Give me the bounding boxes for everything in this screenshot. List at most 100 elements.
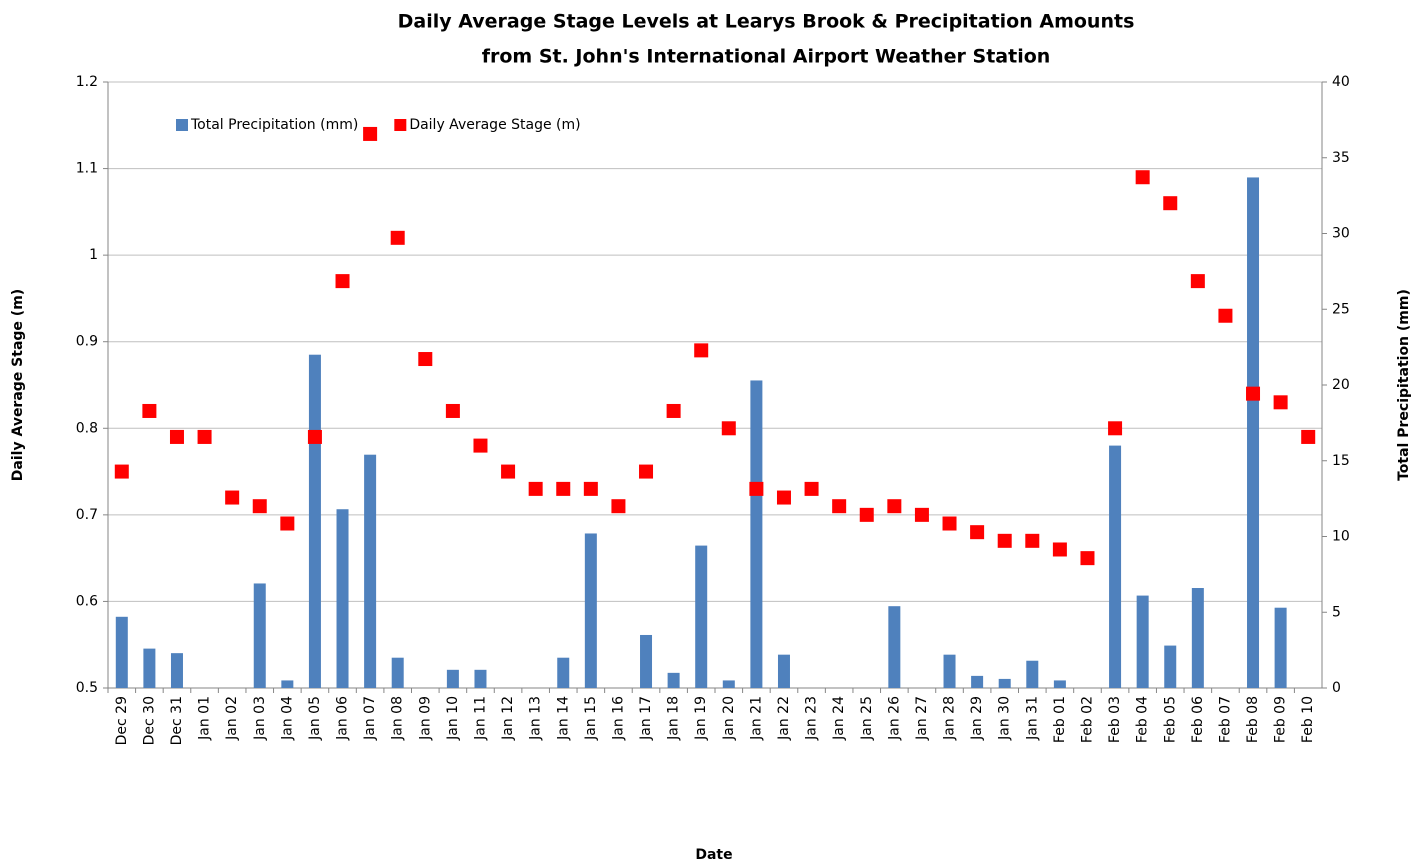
x-tick-label: Jan 27 <box>914 696 930 741</box>
x-tick-label: Jan 05 <box>307 696 323 741</box>
x-tick-label: Feb 04 <box>1135 696 1151 743</box>
point <box>280 516 295 531</box>
x-tick-label: Jan 17 <box>638 696 654 741</box>
bar <box>1136 595 1149 688</box>
bar <box>308 354 321 688</box>
chart-title: from St. John's International Airport We… <box>482 46 1051 68</box>
x-tick-label: Jan 24 <box>831 696 847 741</box>
x-tick-label: Jan 28 <box>942 696 958 741</box>
bar <box>1109 445 1122 688</box>
point <box>1108 421 1123 436</box>
bar <box>695 545 708 688</box>
point <box>1163 196 1178 211</box>
y-tick-label: 0.9 <box>76 334 98 350</box>
chart-title: Daily Average Stage Levels at Learys Bro… <box>398 11 1135 33</box>
y2-tick-label: 20 <box>1332 377 1350 393</box>
x-tick-label: Jan 20 <box>721 696 737 741</box>
bar <box>391 657 404 688</box>
point <box>1301 429 1316 444</box>
x-tick-label: Feb 09 <box>1273 696 1289 743</box>
bar <box>1191 588 1204 688</box>
point <box>114 464 129 479</box>
bar <box>143 648 156 688</box>
x-tick-label: Jan 21 <box>748 696 764 741</box>
point <box>1273 395 1288 410</box>
point <box>169 429 184 444</box>
bar <box>667 672 680 688</box>
x-tick-label: Jan 01 <box>197 696 213 741</box>
point <box>225 490 240 505</box>
point <box>1052 542 1067 557</box>
x-tick-label: Jan 10 <box>445 696 461 741</box>
x-tick-label: Jan 25 <box>859 696 875 741</box>
y2-tick-label: 30 <box>1332 226 1350 242</box>
y-axis-title: Daily Average Stage (m) <box>10 289 26 481</box>
bar <box>998 678 1011 688</box>
point <box>666 403 681 418</box>
y2-tick-label: 0 <box>1332 680 1341 696</box>
bar <box>170 653 183 688</box>
point <box>1190 274 1205 289</box>
x-tick-label: Jan 03 <box>252 696 268 741</box>
point <box>142 403 157 418</box>
x-tick-label: Jan 02 <box>224 696 240 741</box>
bar <box>1053 680 1066 688</box>
point <box>887 499 902 514</box>
x-tick-label: Jan 18 <box>666 696 682 741</box>
x-tick-label: Jan 08 <box>390 696 406 741</box>
point <box>942 516 957 531</box>
bar <box>1026 660 1039 688</box>
bar <box>943 654 956 688</box>
x-tick-label: Feb 10 <box>1300 696 1316 743</box>
x-tick-label: Feb 06 <box>1190 696 1206 743</box>
bar <box>722 680 735 688</box>
legend-label: Total Precipitation (mm) <box>190 117 358 133</box>
point <box>445 403 460 418</box>
x-tick-label: Jan 04 <box>279 696 295 741</box>
x-tick-label: Dec 31 <box>169 696 185 745</box>
x-tick-label: Jan 13 <box>528 696 544 741</box>
x-tick-label: Dec 29 <box>114 696 130 745</box>
x-tick-label: Jan 31 <box>1024 696 1040 741</box>
bar <box>971 675 984 688</box>
y-tick-label: 0.5 <box>76 680 98 696</box>
x-tick-label: Jan 22 <box>776 696 792 741</box>
x-tick-label: Jan 12 <box>500 696 516 741</box>
bar <box>364 454 377 688</box>
x-tick-label: Jan 30 <box>997 696 1013 741</box>
y2-tick-label: 35 <box>1332 150 1350 166</box>
y-tick-label: 1 <box>89 247 98 263</box>
y2-tick-label: 25 <box>1332 301 1350 317</box>
point <box>914 507 929 522</box>
legend-swatch <box>176 119 188 131</box>
point <box>694 343 709 358</box>
bar <box>336 509 349 688</box>
x-tick-label: Jan 06 <box>335 696 351 741</box>
point <box>997 533 1012 548</box>
point <box>335 274 350 289</box>
bar <box>115 616 128 688</box>
point <box>307 429 322 444</box>
bar <box>557 657 570 688</box>
y-tick-label: 0.7 <box>76 507 98 523</box>
point <box>721 421 736 436</box>
y-tick-label: 1.1 <box>76 161 98 177</box>
y2-axis-title: Total Precipitation (mm) <box>1396 289 1412 481</box>
x-tick-label: Feb 03 <box>1107 696 1123 743</box>
point <box>1135 170 1150 185</box>
x-tick-label: Feb 02 <box>1079 696 1095 743</box>
x-tick-label: Jan 15 <box>583 696 599 741</box>
point <box>859 507 874 522</box>
y2-tick-label: 5 <box>1332 604 1341 620</box>
x-tick-label: Jan 14 <box>555 696 571 741</box>
bar <box>474 669 487 688</box>
x-tick-label: Jan 11 <box>472 696 488 741</box>
point <box>528 481 543 496</box>
x-tick-label: Jan 29 <box>969 696 985 741</box>
x-tick-label: Feb 08 <box>1245 696 1261 743</box>
point <box>1218 308 1233 323</box>
x-tick-label: Jan 07 <box>362 696 378 741</box>
point <box>611 499 626 514</box>
point <box>1080 551 1095 566</box>
legend-swatch <box>394 119 407 131</box>
